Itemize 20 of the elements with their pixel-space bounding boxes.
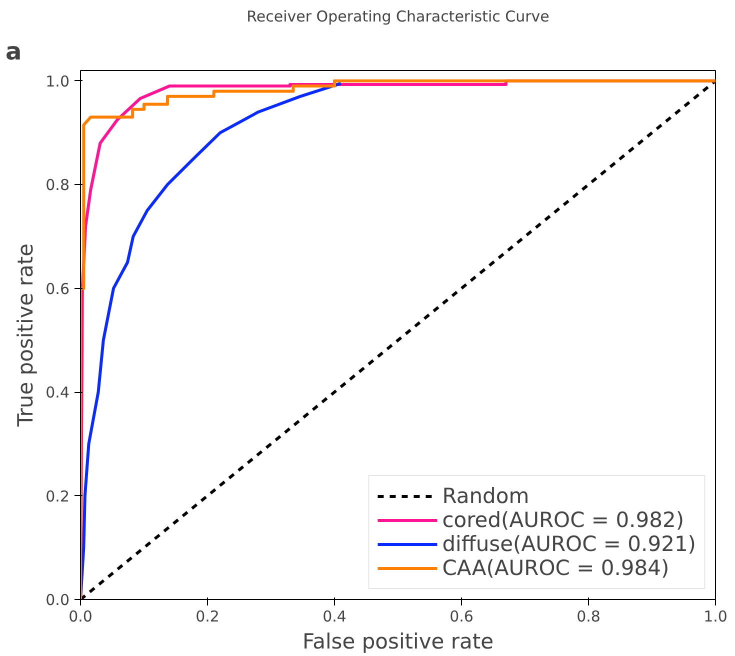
y-tick-label: 0.8 [46,176,70,194]
y-tick-label: 0.2 [46,487,70,506]
y-tick-label: 0.4 [46,384,70,402]
x-tick-label: 0.8 [576,608,600,626]
y-axis-title: True positive rate [14,244,38,428]
x-tick-label: 0.6 [450,608,474,626]
legend-label: diffuse(AUROC = 0.921) [442,532,696,556]
y-tick-label: 0.0 [46,591,70,609]
chart-title: Receiver Operating Characteristic Curve [246,8,550,26]
x-tick-label: 0.0 [68,608,92,626]
text: a [6,38,22,66]
legend-label: CAA(AUROC = 0.984) [442,556,670,580]
legend-label: cored(AUROC = 0.982) [442,508,684,532]
x-tick-label: 1.0 [704,608,728,626]
legend-label: Random [442,484,530,508]
y-tick-label: 0.6 [46,280,70,298]
x-tick-label: 0.4 [322,608,346,626]
x-axis-title: False positive rate [302,630,494,654]
x-tick-label: 0.2 [196,608,220,626]
y-tick-label: 1.0 [46,72,70,90]
